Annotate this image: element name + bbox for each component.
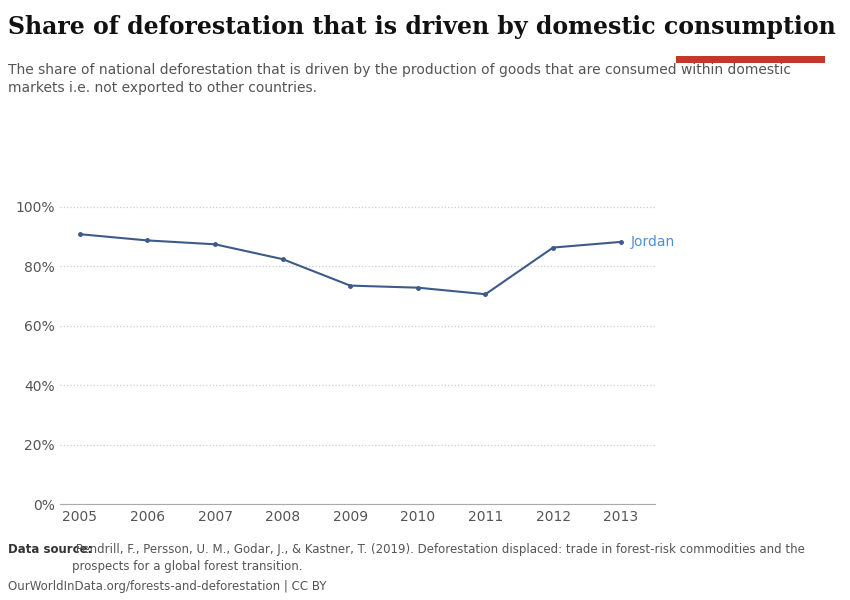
Bar — [676, 56, 824, 63]
Text: Jordan: Jordan — [631, 235, 675, 249]
Text: Share of deforestation that is driven by domestic consumption: Share of deforestation that is driven by… — [8, 15, 836, 39]
Text: Pendrill, F., Persson, U. M., Godar, J., & Kastner, T. (2019). Deforestation dis: Pendrill, F., Persson, U. M., Godar, J.,… — [72, 543, 805, 573]
Text: Our World: Our World — [717, 17, 784, 31]
Text: OurWorldInData.org/forests-and-deforestation | CC BY: OurWorldInData.org/forests-and-deforesta… — [8, 580, 327, 593]
Text: Data source:: Data source: — [8, 543, 93, 556]
Text: The share of national deforestation that is driven by the production of goods th: The share of national deforestation that… — [8, 63, 791, 95]
Text: in Data: in Data — [726, 35, 774, 48]
